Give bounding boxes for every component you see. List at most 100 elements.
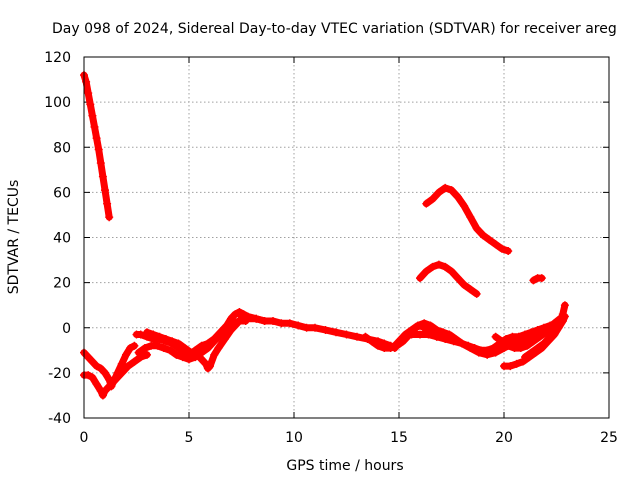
data-point (92, 362, 101, 371)
x-tick-label: 25 (600, 430, 618, 446)
data-point (187, 348, 196, 357)
x-tick-label: 10 (285, 430, 303, 446)
data-point (453, 274, 462, 283)
data-point (210, 337, 219, 346)
data-point (441, 262, 450, 271)
data-point (117, 368, 126, 377)
x-tick-label: 20 (495, 430, 513, 446)
data-point (552, 326, 561, 335)
x-tick-label: 0 (80, 430, 89, 446)
data-point (434, 188, 443, 197)
data-point (82, 77, 91, 86)
y-axis-label: SDTVAR / TECUs (6, 180, 22, 295)
data-point (134, 348, 143, 357)
data-point (98, 172, 107, 181)
data-point (512, 359, 521, 368)
data-point (96, 364, 105, 373)
y-tick-label: -20 (48, 366, 71, 382)
series-track-mid-arc (416, 260, 481, 298)
data-point (231, 310, 240, 319)
data-point (214, 344, 223, 353)
data-point (117, 359, 126, 368)
axis-ticks: 0 5 10 15 20 25 -40 -20 0 20 40 60 80 100 120 (44, 50, 618, 446)
series-track-upper-arc (422, 183, 513, 256)
data-point (523, 341, 532, 350)
data-point (260, 316, 269, 325)
y-tick-label: 60 (53, 185, 71, 201)
data-point (210, 350, 219, 359)
data-point (321, 326, 330, 335)
data-point (416, 274, 424, 283)
series-band (422, 184, 512, 255)
data-point (497, 337, 506, 346)
data-point (227, 326, 235, 335)
data-point (92, 134, 101, 143)
data-point (178, 353, 187, 362)
data-point (479, 231, 487, 240)
data-point (342, 330, 351, 339)
data-point (434, 260, 443, 269)
data-point (285, 319, 294, 328)
data-point (130, 341, 139, 350)
data-point (483, 350, 492, 359)
data-point (560, 301, 569, 310)
data-point (504, 341, 513, 350)
data-point (521, 353, 529, 362)
data-point (86, 100, 95, 109)
data-point (220, 335, 229, 344)
data-point (101, 368, 109, 377)
plot-frame (83, 56, 610, 419)
data-point (537, 274, 546, 283)
data-point (122, 350, 130, 359)
data-point (201, 359, 210, 368)
data-point (111, 375, 120, 384)
data-point (140, 344, 149, 353)
y-tick-label: -40 (48, 411, 71, 427)
data-point (105, 213, 114, 222)
data-point (237, 312, 246, 321)
data-point (491, 332, 500, 341)
data-point (180, 344, 189, 353)
x-tick-label: 5 (185, 430, 194, 446)
data-point (432, 332, 441, 341)
data-point (516, 344, 525, 353)
chart-title: Day 098 of 2024, Sidereal Day-to-day VTE… (52, 21, 617, 37)
data-point (353, 332, 361, 341)
data-point (460, 201, 469, 210)
data-point (491, 240, 500, 249)
data-point (103, 199, 112, 208)
data-point (558, 310, 567, 319)
data-point (533, 344, 542, 353)
data-point (130, 357, 139, 366)
data-point (497, 244, 506, 253)
data-point (216, 330, 225, 339)
data-point (88, 111, 97, 120)
data-point (426, 321, 435, 330)
data-point (441, 183, 450, 192)
data-point (529, 337, 538, 346)
data-point (447, 267, 456, 276)
series-track-early-steep-descent (80, 71, 114, 222)
data-point (143, 350, 151, 359)
data-point (474, 348, 483, 357)
data-point (374, 341, 382, 350)
data-point (168, 337, 177, 346)
y-tick-label: 0 (62, 321, 71, 337)
series-track-evening-low-b (521, 301, 569, 362)
data-point (84, 353, 93, 362)
data-point (416, 330, 424, 339)
data-point (294, 321, 303, 330)
data-point (197, 355, 206, 364)
data-point (277, 319, 286, 328)
series-track-midday (237, 312, 399, 353)
y-tick-label: 20 (53, 276, 71, 292)
data-point (460, 280, 469, 289)
data-point (153, 341, 162, 350)
data-point (243, 314, 252, 323)
data-point (556, 319, 565, 328)
data-point (101, 186, 109, 195)
data-series (80, 71, 569, 400)
data-point (491, 348, 500, 357)
y-tick-label: 40 (53, 231, 71, 247)
